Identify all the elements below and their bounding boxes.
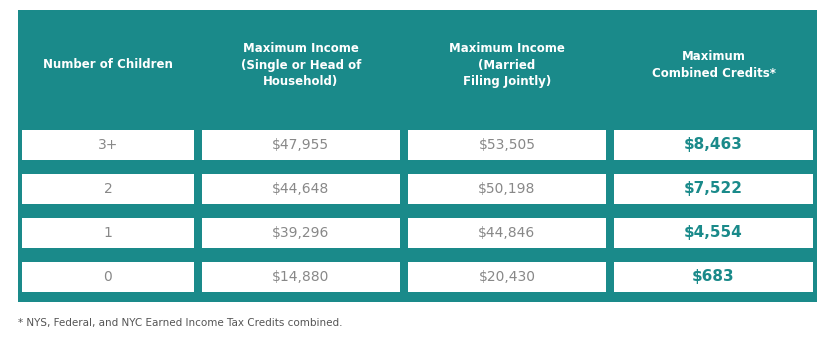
Text: 1: 1 <box>104 226 113 240</box>
Bar <box>18 10 817 302</box>
Text: Maximum
Combined Credits*: Maximum Combined Credits* <box>651 50 776 80</box>
Text: $53,505: $53,505 <box>478 138 535 152</box>
Bar <box>408 130 606 160</box>
Text: 3+: 3+ <box>98 138 118 152</box>
Bar <box>22 130 194 160</box>
Bar <box>614 130 813 160</box>
Bar <box>408 174 606 204</box>
Text: $7,522: $7,522 <box>684 181 743 196</box>
Text: $683: $683 <box>692 269 735 284</box>
Text: Maximum Income
(Married
Filing Jointly): Maximum Income (Married Filing Jointly) <box>449 42 565 89</box>
Text: Number of Children: Number of Children <box>43 59 173 72</box>
Bar <box>408 218 606 248</box>
Text: $50,198: $50,198 <box>478 182 536 196</box>
Bar <box>202 218 400 248</box>
Text: $47,955: $47,955 <box>272 138 330 152</box>
Text: * NYS, Federal, and NYC Earned Income Tax Credits combined.: * NYS, Federal, and NYC Earned Income Ta… <box>18 318 342 328</box>
Text: $8,463: $8,463 <box>684 138 743 153</box>
Text: 2: 2 <box>104 182 112 196</box>
Bar <box>202 130 400 160</box>
Text: $44,648: $44,648 <box>272 182 330 196</box>
Bar <box>202 262 400 292</box>
Text: 0: 0 <box>104 270 112 284</box>
Bar <box>614 218 813 248</box>
Bar <box>202 174 400 204</box>
Bar <box>22 218 194 248</box>
Bar <box>22 174 194 204</box>
Text: $20,430: $20,430 <box>478 270 535 284</box>
Bar <box>614 174 813 204</box>
Text: $44,846: $44,846 <box>478 226 535 240</box>
Text: $4,554: $4,554 <box>684 225 743 240</box>
Bar <box>614 262 813 292</box>
Text: $39,296: $39,296 <box>272 226 330 240</box>
Bar <box>22 262 194 292</box>
Text: Maximum Income
(Single or Head of
Household): Maximum Income (Single or Head of Househ… <box>240 42 361 89</box>
Text: $14,880: $14,880 <box>272 270 330 284</box>
Bar <box>408 262 606 292</box>
